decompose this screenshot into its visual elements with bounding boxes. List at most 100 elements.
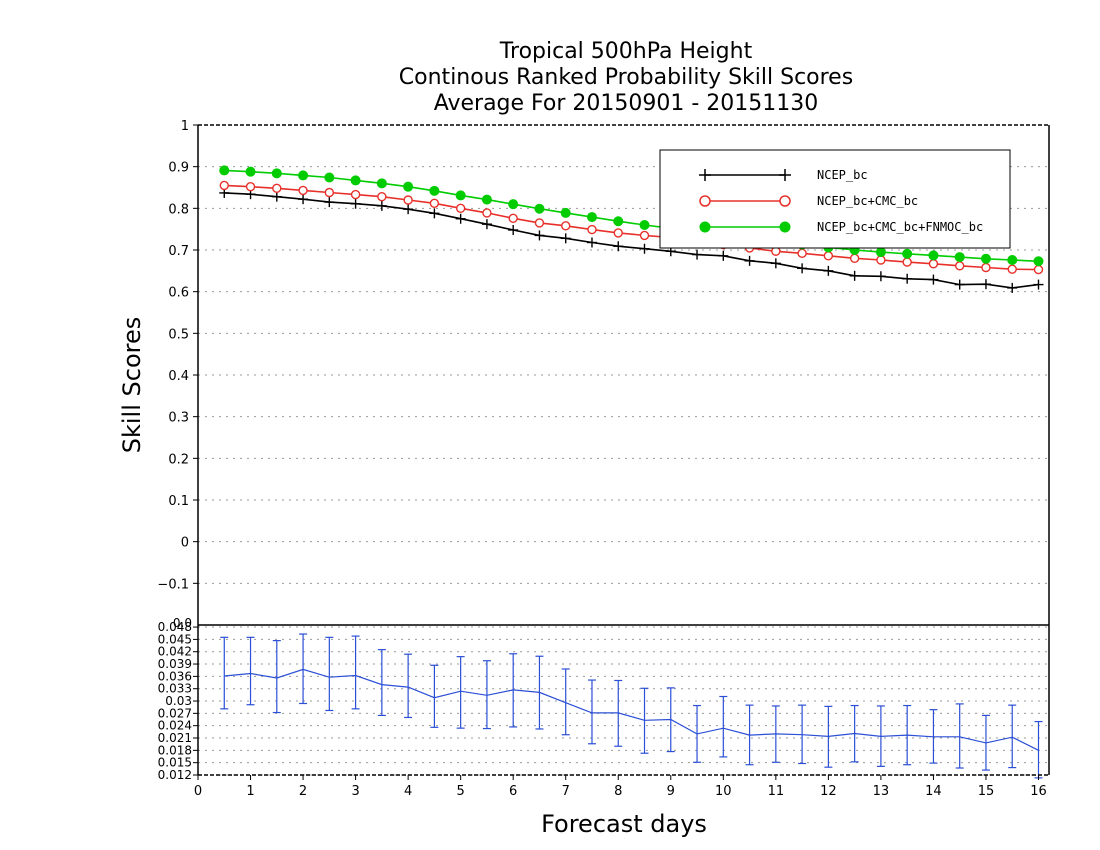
error-bar bbox=[850, 704, 859, 763]
data-point bbox=[902, 257, 912, 267]
x-tick-label: 7 bbox=[562, 784, 570, 799]
error-bar bbox=[666, 687, 675, 753]
data-point bbox=[587, 224, 597, 235]
y-tick-label: 0.8 bbox=[168, 202, 189, 217]
data-point bbox=[560, 233, 571, 244]
data-point bbox=[613, 228, 623, 238]
data-point bbox=[324, 172, 335, 183]
data-point bbox=[586, 237, 597, 248]
error-bar bbox=[587, 679, 596, 745]
data-point bbox=[797, 248, 807, 259]
data-point bbox=[350, 175, 361, 186]
data-point bbox=[298, 170, 309, 181]
error-bar bbox=[325, 636, 334, 712]
y-tick-label: 0.2 bbox=[168, 452, 189, 467]
y-tick-label: 0.021 bbox=[158, 731, 192, 745]
data-point bbox=[954, 252, 965, 263]
data-point bbox=[849, 270, 860, 281]
data-point bbox=[928, 259, 939, 269]
data-point bbox=[455, 203, 466, 214]
x-tick-label: 6 bbox=[509, 784, 517, 799]
data-point bbox=[954, 279, 965, 290]
data-point bbox=[1033, 279, 1044, 290]
data-point bbox=[534, 230, 545, 241]
y-axis-label: Skill Scores bbox=[118, 317, 146, 454]
error-bar bbox=[745, 704, 754, 766]
chart-title: Tropical 500hPa Height Continous Ranked … bbox=[399, 39, 853, 116]
y-tick-label: 0.018 bbox=[158, 743, 192, 757]
data-point bbox=[639, 230, 650, 241]
y-tick-label: 0.036 bbox=[158, 669, 192, 683]
data-point bbox=[481, 194, 492, 205]
title-line-2: Continous Ranked Probability Skill Score… bbox=[399, 65, 853, 90]
error-bar bbox=[693, 704, 702, 763]
y-tick-label: 0.1 bbox=[168, 494, 189, 509]
data-point bbox=[429, 198, 440, 209]
x-axis-label: Forecast days bbox=[541, 810, 707, 838]
y-tick-label: 1 bbox=[181, 119, 189, 134]
x-tick-label: 11 bbox=[768, 784, 785, 799]
data-point bbox=[271, 168, 282, 179]
y-tick-label: 0.042 bbox=[158, 645, 192, 659]
x-tick-label: 9 bbox=[667, 784, 675, 799]
data-point bbox=[298, 185, 308, 196]
y-tick-label: 0.6 bbox=[168, 286, 189, 301]
data-point bbox=[639, 220, 650, 230]
y-tick-label: −0.1 bbox=[157, 577, 189, 592]
data-point bbox=[1007, 255, 1018, 265]
data-point bbox=[928, 250, 939, 261]
error-bar bbox=[509, 653, 518, 728]
error-bar bbox=[430, 664, 439, 728]
data-point bbox=[823, 251, 834, 261]
legend-marker bbox=[779, 221, 791, 233]
data-point bbox=[350, 198, 361, 209]
error-bar bbox=[1034, 720, 1043, 779]
data-point bbox=[875, 271, 886, 282]
legend: NCEP_bc NCEP_bc+CMC_bc NCEP_bc+CMC_bc+FNMO… bbox=[659, 149, 1011, 249]
y-tick-label: 0.9 bbox=[168, 161, 189, 176]
data-point bbox=[245, 166, 256, 177]
data-point bbox=[482, 208, 492, 218]
error-bar bbox=[377, 649, 386, 717]
x-tick-label: 16 bbox=[1030, 784, 1047, 799]
y-tick-label: 0.024 bbox=[158, 719, 192, 733]
error-bar bbox=[404, 653, 413, 719]
y-tick-label-top: 0.0 bbox=[173, 616, 192, 630]
error-bar bbox=[824, 705, 833, 768]
data-point bbox=[429, 208, 440, 219]
x-tick-label: 0 bbox=[194, 784, 202, 799]
y-tick-label: 0.048 bbox=[158, 620, 192, 634]
x-tick-label: 8 bbox=[614, 784, 622, 799]
data-point bbox=[403, 195, 413, 205]
data-point bbox=[508, 199, 519, 210]
difference-panel: 0.0480.0450.0420.0390.0360.0330.030.0270… bbox=[158, 616, 1050, 799]
data-point bbox=[980, 253, 991, 264]
series-line bbox=[224, 668, 1039, 751]
x-tick-label: 3 bbox=[351, 784, 359, 799]
data-point bbox=[508, 225, 519, 235]
data-point bbox=[455, 190, 466, 201]
data-point bbox=[902, 273, 913, 284]
y-tick-label: 0.033 bbox=[158, 682, 192, 696]
data-point bbox=[849, 253, 860, 264]
error-bar bbox=[561, 668, 570, 736]
title-line-1: Tropical 500hPa Height bbox=[499, 39, 753, 64]
data-point bbox=[1033, 264, 1044, 275]
y-tick-label: 0.027 bbox=[158, 706, 192, 720]
data-point bbox=[980, 279, 991, 290]
error-bar bbox=[351, 635, 360, 710]
data-point bbox=[875, 247, 886, 258]
data-point bbox=[534, 218, 545, 228]
x-tick-label: 4 bbox=[404, 784, 412, 799]
data-point bbox=[981, 262, 991, 273]
y-tick-label: 0.012 bbox=[158, 768, 192, 782]
data-point bbox=[324, 197, 335, 208]
error-bar bbox=[482, 660, 491, 730]
y-tick-label: 0.039 bbox=[158, 657, 192, 671]
data-point bbox=[770, 258, 781, 269]
legend-marker bbox=[699, 221, 711, 233]
y-tick-label: 0 bbox=[181, 536, 189, 551]
data-point bbox=[403, 181, 414, 192]
error-bar bbox=[929, 709, 938, 764]
data-point bbox=[902, 248, 913, 259]
